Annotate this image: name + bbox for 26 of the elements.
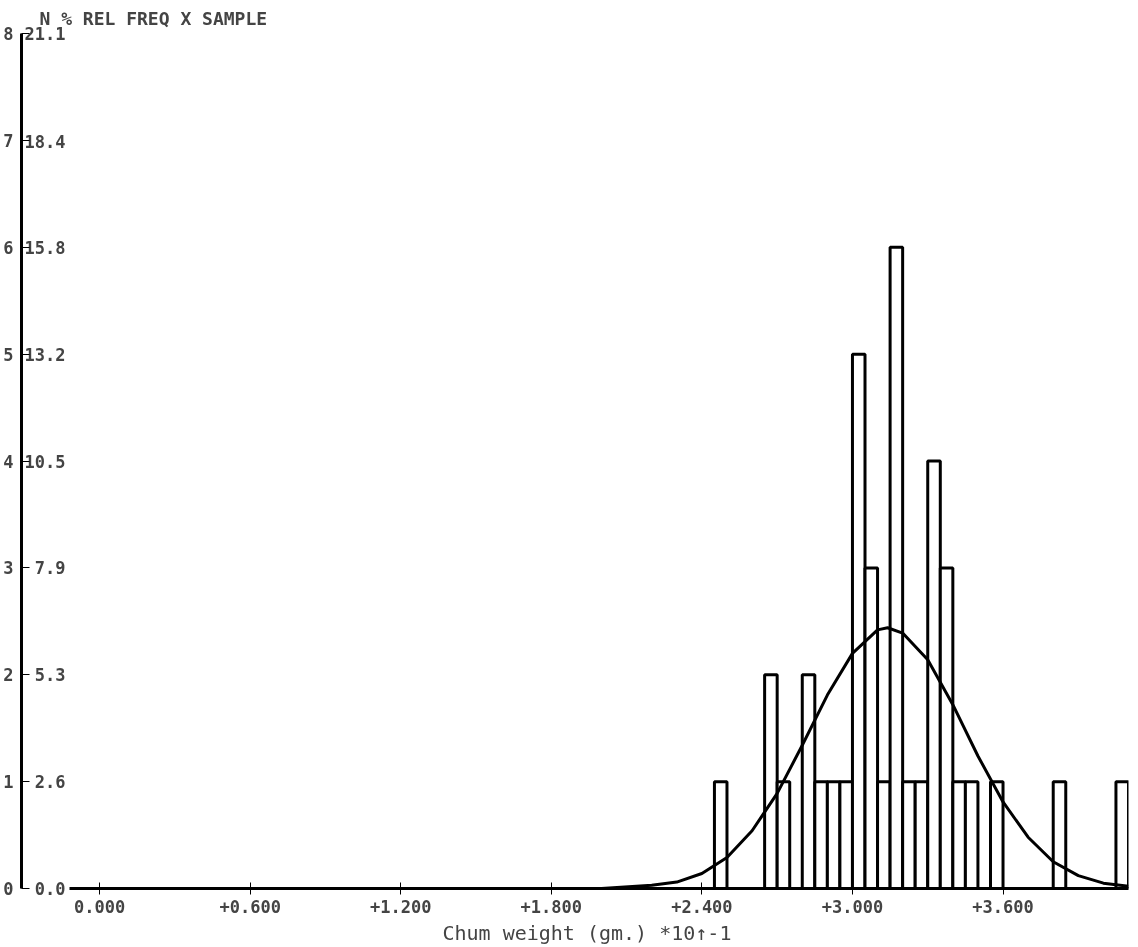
x-tick-label: +3.600 bbox=[972, 896, 1034, 917]
y-tick-label: 2 bbox=[3, 665, 14, 686]
y-tick-label: 0 bbox=[3, 879, 14, 899]
y2-tick-label: 10.5 bbox=[24, 451, 66, 472]
y-tick-label: 8 bbox=[3, 24, 14, 44]
y2-tick-label: 13.2 bbox=[24, 344, 66, 365]
y2-tick-label: 18.4 bbox=[24, 131, 66, 152]
y2-tick-label: 7.9 bbox=[34, 558, 66, 579]
x-tick-label: +1.200 bbox=[370, 896, 432, 917]
x-tick-label: +3.000 bbox=[821, 896, 884, 917]
x-tick-label: 0.000 bbox=[74, 896, 126, 917]
x-axis-title: Chum weight (gm.) *10↑-1 bbox=[442, 920, 732, 945]
y-tick-label: 4 bbox=[3, 451, 14, 472]
x-tick-label: +2.400 bbox=[671, 896, 733, 917]
y2-tick-label: 21.1 bbox=[24, 24, 66, 44]
x-tick-label: +1.800 bbox=[520, 896, 583, 917]
y2-tick-label: 5.3 bbox=[34, 665, 66, 686]
y2-tick-label: 2.6 bbox=[34, 772, 66, 793]
y-tick-label: 7 bbox=[3, 130, 14, 151]
y-tick-label: 5 bbox=[3, 344, 14, 365]
x-tick-label: +0.600 bbox=[219, 896, 281, 917]
y-tick-label: 6 bbox=[3, 237, 14, 258]
y-tick-label: 1 bbox=[3, 772, 14, 793]
y2-tick-label: 0.0 bbox=[34, 879, 66, 899]
y2-tick-label: 15.8 bbox=[24, 237, 66, 258]
y-tick-label: 3 bbox=[3, 558, 14, 579]
